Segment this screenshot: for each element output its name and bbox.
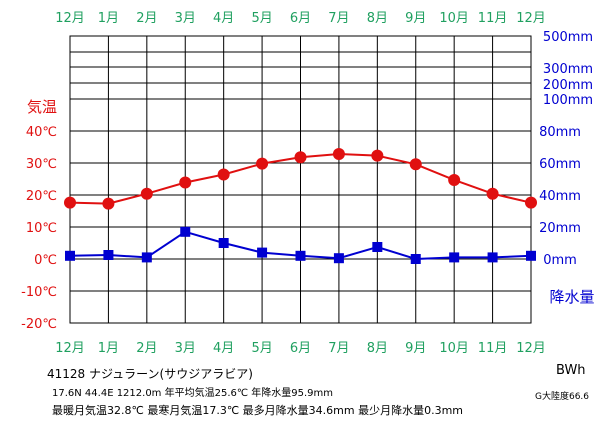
temperature-point (294, 151, 307, 164)
precipitation-tick-label: 300mm (543, 62, 593, 77)
month-label-bottom: 1月 (98, 341, 119, 356)
precipitation-point (141, 252, 152, 263)
temperature-point (140, 187, 153, 200)
temperature-tick-label: -20℃ (21, 317, 57, 332)
month-label-bottom: 2月 (136, 341, 157, 356)
temperature-tick-label: 10℃ (26, 221, 57, 236)
month-label-top: 10月 (439, 11, 469, 26)
month-label-bottom: 8月 (367, 341, 388, 356)
temperature-point (102, 197, 115, 210)
temperature-tick-label: -10℃ (21, 285, 57, 300)
temperature-point (64, 196, 76, 209)
temperature-point (256, 157, 269, 170)
precipitation-tick-label: 20mm (539, 221, 581, 236)
precipitation-point (65, 250, 75, 261)
station-coordinates: 17.6N 44.4E 1212.0m 年平均気温25.6℃ 年降水量95.9m… (52, 388, 334, 399)
temperature-point (179, 176, 192, 189)
temperature-point (371, 149, 384, 162)
month-label-top: 1月 (98, 11, 119, 26)
month-label-top: 12月 (55, 11, 85, 26)
temperature-tick-label: 0℃ (34, 253, 57, 268)
temperature-tick-label: 40℃ (26, 125, 57, 140)
station-name: 41128 ナジュラーン(サウジアラビア) (47, 367, 253, 381)
temperature-tick-label: 30℃ (26, 157, 57, 172)
month-label-top: 11月 (478, 11, 508, 26)
month-label-top: 5月 (251, 11, 272, 26)
precipitation-tick-label: 60mm (539, 157, 581, 172)
month-label-bottom: 10月 (439, 341, 469, 356)
temperature-tick-label: 20℃ (26, 189, 57, 204)
station-stats: 最暖月気温32.8℃ 最寒月気温17.3℃ 最多月降水量34.6mm 最少月降水… (52, 404, 464, 417)
month-label-bottom: 4月 (213, 341, 234, 356)
month-label-top: 4月 (213, 11, 234, 26)
precipitation-tick-label: 40mm (539, 189, 581, 204)
temperature-point (525, 196, 537, 209)
precipitation-axis-title: 降水量 (549, 288, 594, 306)
temperature-point (448, 173, 461, 186)
precipitation-tick-label: 100mm (543, 93, 593, 108)
precipitation-point (449, 252, 460, 263)
month-label-top: 3月 (175, 11, 196, 26)
precipitation-point (257, 247, 268, 258)
precipitation-point (487, 252, 498, 263)
precipitation-point (410, 254, 421, 264)
precipitation-point (333, 253, 344, 264)
month-label-bottom: 3月 (175, 341, 196, 356)
continentality-index: G大陸度66.6 (535, 392, 590, 402)
temperature-point (217, 168, 230, 181)
precipitation-point (103, 250, 114, 260)
temperature-point (486, 187, 499, 200)
month-label-bottom: 12月 (516, 341, 546, 356)
temperature-point (409, 158, 422, 171)
precipitation-point (218, 238, 229, 248)
month-label-top: 8月 (367, 11, 388, 26)
month-label-top: 2月 (136, 11, 157, 26)
temperature-point (332, 148, 345, 161)
precipitation-point (372, 242, 383, 252)
month-label-bottom: 11月 (478, 341, 508, 356)
month-label-top: 6月 (290, 11, 311, 26)
month-label-top: 7月 (328, 11, 349, 26)
month-label-bottom: 6月 (290, 341, 311, 356)
precipitation-point (180, 226, 191, 237)
month-label-top: 12月 (516, 11, 546, 26)
month-label-bottom: 9月 (405, 341, 426, 356)
month-label-bottom: 7月 (328, 341, 349, 356)
month-label-top: 9月 (405, 11, 426, 26)
climate-classification: BWh (556, 363, 586, 378)
month-label-bottom: 12月 (55, 341, 85, 356)
precipitation-point (526, 250, 536, 261)
precipitation-tick-label: 80mm (539, 125, 581, 140)
precipitation-point (295, 250, 306, 261)
month-label-bottom: 5月 (251, 341, 272, 356)
precipitation-tick-label: 500mm (543, 30, 593, 45)
temperature-axis-title: 気温 (27, 98, 57, 116)
precipitation-tick-label: 0mm (543, 253, 577, 268)
precipitation-tick-label: 200mm (543, 78, 593, 93)
